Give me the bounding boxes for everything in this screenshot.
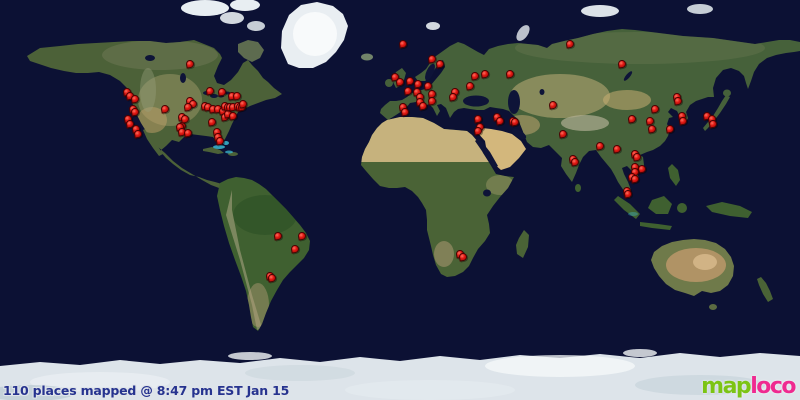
place-marker (427, 96, 437, 106)
place-marker (400, 107, 410, 117)
place-marker (617, 59, 627, 69)
place-marker (185, 59, 195, 69)
sri-lanka (575, 184, 581, 192)
place-marker (435, 59, 445, 69)
place-marker (160, 104, 170, 114)
black-sea (463, 95, 489, 107)
place-marker (650, 104, 660, 114)
place-marker (297, 231, 307, 241)
sumatra (614, 196, 640, 219)
status-caption: 110 places mapped @ 8:47 pm EST Jan 15 (3, 383, 290, 398)
antarctica (0, 349, 800, 400)
java (640, 222, 672, 230)
place-marker (678, 116, 688, 126)
place-marker (232, 91, 242, 101)
place-marker (595, 141, 605, 151)
place-marker (612, 144, 622, 154)
logo-text-map: map (701, 373, 752, 399)
place-marker (418, 101, 428, 111)
place-marker (623, 189, 633, 199)
red-sea (475, 138, 498, 168)
place-marker (570, 157, 580, 167)
place-marker (207, 117, 217, 127)
baltic-sea (425, 63, 435, 81)
place-marker (458, 252, 468, 262)
new-guinea (706, 202, 752, 218)
place-marker (273, 231, 283, 241)
place-marker (627, 114, 637, 124)
place-marker (632, 152, 642, 162)
new-zealand (757, 277, 773, 302)
place-marker (495, 116, 505, 126)
place-marker (470, 71, 480, 81)
place-marker (473, 126, 483, 136)
place-marker (130, 107, 140, 117)
place-marker (630, 174, 640, 184)
iceland (361, 53, 373, 61)
logo-text-loco: loco (750, 373, 796, 399)
place-marker (647, 124, 657, 134)
borneo (648, 196, 672, 214)
place-marker (510, 117, 520, 127)
philippines (668, 164, 680, 186)
place-marker (238, 99, 248, 109)
place-marker (548, 100, 558, 110)
place-marker (505, 69, 515, 79)
place-marker (228, 111, 238, 121)
sulawesi (677, 203, 687, 213)
place-marker (565, 39, 575, 49)
baffin-island (238, 40, 264, 62)
place-marker (673, 96, 683, 106)
inland-water (145, 55, 633, 197)
great-lake (210, 94, 218, 98)
place-marker (480, 69, 490, 79)
place-marker (133, 129, 143, 139)
persian-gulf (511, 128, 527, 140)
place-marker (448, 92, 458, 102)
place-marker (398, 39, 408, 49)
lake-baikal (623, 71, 633, 81)
great-bear-lake (145, 55, 155, 61)
lake-winnipeg (180, 73, 186, 83)
arabia (476, 128, 526, 170)
aral-sea (539, 89, 545, 95)
place-marker (130, 94, 140, 104)
cuba (203, 147, 224, 154)
place-marker (267, 273, 277, 283)
place-marker (558, 129, 568, 139)
place-marker (290, 244, 300, 254)
caspian-sea (508, 90, 520, 114)
place-marker (205, 86, 215, 96)
place-marker (217, 87, 227, 97)
place-marker (403, 86, 413, 96)
place-marker (183, 128, 193, 138)
place-marker (215, 136, 225, 146)
hokkaido (723, 89, 731, 97)
place-marker (180, 114, 190, 124)
madagascar (516, 230, 529, 258)
place-marker (465, 81, 475, 91)
maploco-logo[interactable]: maploco (701, 373, 796, 399)
shallow-water (213, 141, 638, 216)
baja-peninsula (143, 128, 163, 156)
lake-victoria (483, 189, 491, 197)
place-marker (665, 124, 675, 134)
arctic-ice (181, 0, 713, 41)
place-marker (183, 102, 193, 112)
tasmania (709, 304, 717, 310)
place-marker (395, 77, 405, 87)
place-marker (708, 119, 718, 129)
